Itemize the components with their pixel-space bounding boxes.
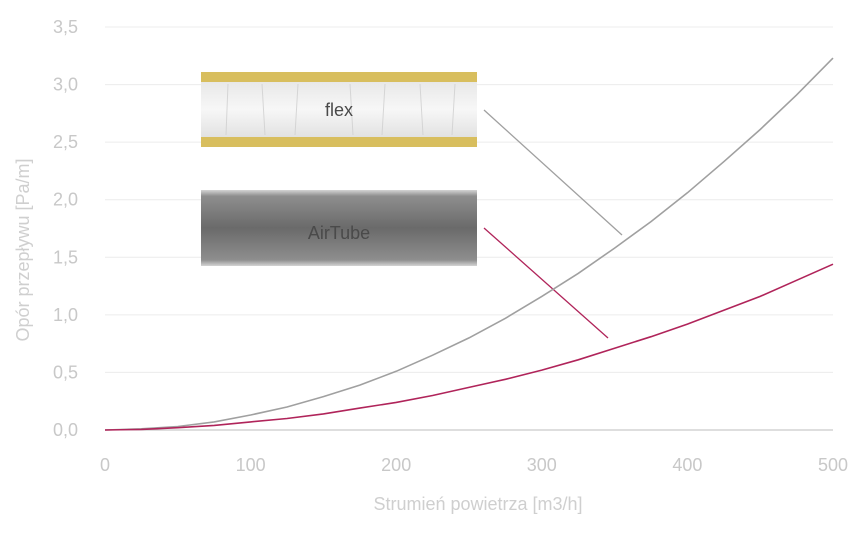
series-lines (104, 57, 834, 431)
y-tick-label: 3,5 (53, 17, 78, 37)
series-line-flex (104, 57, 834, 431)
series-label-flex: flex (325, 100, 353, 120)
y-tick-label: 3,0 (53, 75, 78, 95)
series-label-leaders (483, 109, 623, 339)
leader-line-flex (483, 109, 623, 236)
x-tick-label: 100 (236, 455, 266, 475)
x-tick-label: 300 (527, 455, 557, 475)
x-tick-label: 500 (818, 455, 848, 475)
leader-line-airtube (483, 227, 609, 339)
y-tick-label: 0,0 (53, 420, 78, 440)
x-axis-ticks: 0 100 200 300 400 500 (100, 455, 848, 475)
x-tick-label: 200 (381, 455, 411, 475)
y-tick-label: 0,5 (53, 362, 78, 382)
y-tick-label: 1,0 (53, 305, 78, 325)
flex-duct-illustration (201, 72, 477, 147)
x-axis-title: Strumień powietrza [m3/h] (373, 494, 582, 514)
y-axis-ticks: 0,0 0,5 1,0 1,5 2,0 2,5 3,0 3,5 (53, 17, 78, 440)
y-axis-title: Opór przepływu [Pa/m] (13, 158, 33, 341)
x-tick-label: 400 (672, 455, 702, 475)
x-tick-label: 0 (100, 455, 110, 475)
series-label-airtube: AirTube (308, 223, 370, 243)
y-tick-label: 2,5 (53, 132, 78, 152)
y-tick-label: 2,0 (53, 190, 78, 210)
series-line-airtube (104, 263, 834, 431)
y-tick-label: 1,5 (53, 247, 78, 267)
airtube-duct-illustration (201, 190, 477, 266)
